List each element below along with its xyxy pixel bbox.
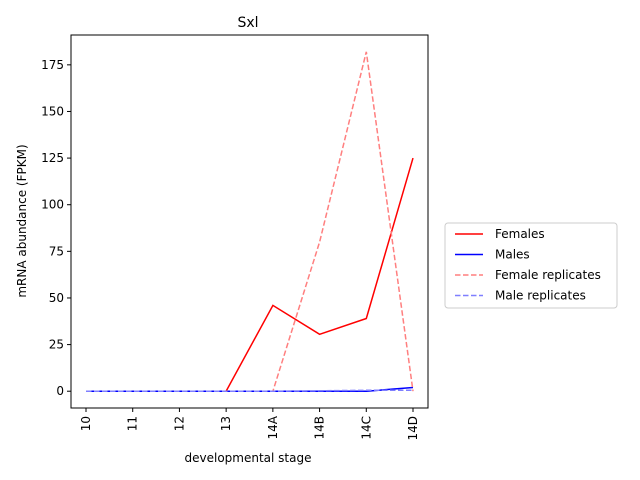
y-tick-label: 150 xyxy=(41,104,64,118)
legend-label-1: Males xyxy=(495,248,530,262)
x-tick-label: 14B xyxy=(313,416,327,440)
y-tick-label: 75 xyxy=(49,244,64,258)
x-tick-label: 13 xyxy=(219,416,233,431)
y-tick-label: 100 xyxy=(41,198,64,212)
x-axis: 10 11 12 13 14A 14B 14C 14D xyxy=(79,408,420,441)
legend-label-2: Female replicates xyxy=(495,268,601,282)
y-tick-label: 50 xyxy=(49,291,64,305)
legend-frame xyxy=(444,222,618,309)
series-line-3 xyxy=(86,389,413,392)
legend-label-3: Male replicates xyxy=(495,289,586,303)
y-tick-label: 125 xyxy=(41,151,64,165)
x-tick-label: 11 xyxy=(126,416,140,431)
legend: Females Males Female replicates Male replic… xyxy=(444,222,618,309)
x-tick-label: 14A xyxy=(266,415,280,439)
chart-title: Sxl xyxy=(237,15,258,31)
x-axis-label: developmental stage xyxy=(185,451,312,465)
series-layer xyxy=(86,51,414,392)
x-tick-label: 14C xyxy=(359,416,373,440)
series-line-0 xyxy=(86,157,414,392)
plot-frame xyxy=(70,34,429,409)
y-axis-label: mRNA abundance (FPKM) xyxy=(15,144,29,297)
series-line-2 xyxy=(86,51,414,392)
x-tick-label: 14D xyxy=(406,416,420,441)
x-tick-label: 12 xyxy=(172,416,186,431)
y-axis: 0 25 50 75 100 125 150 175 xyxy=(41,58,71,398)
y-tick-label: 175 xyxy=(41,58,64,72)
x-tick-label: 10 xyxy=(79,416,93,431)
y-tick-label: 25 xyxy=(49,338,64,352)
legend-label-0: Females xyxy=(495,227,545,241)
y-tick-label: 0 xyxy=(56,384,64,398)
